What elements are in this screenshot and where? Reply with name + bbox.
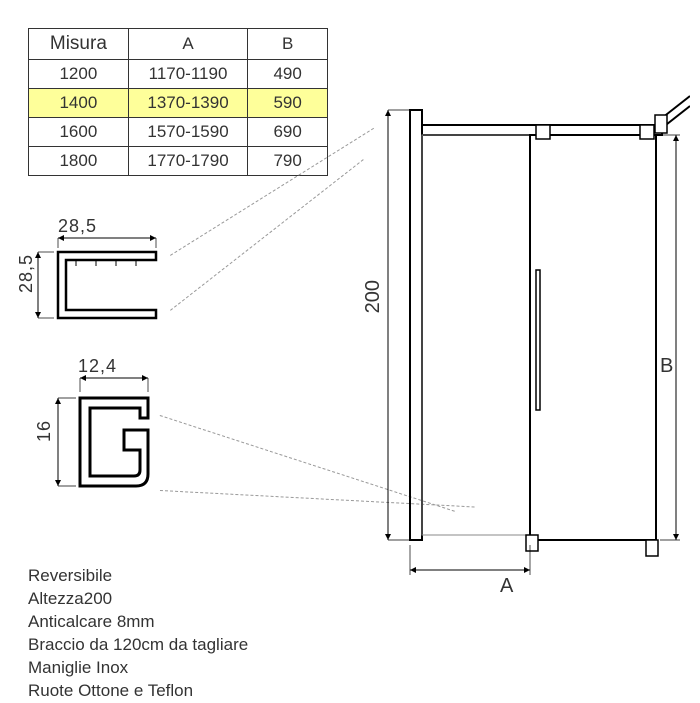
profile1-drawing xyxy=(28,230,168,330)
cell-misura: 1600 xyxy=(29,118,129,147)
spec-line: Ruote Ottone e Teflon xyxy=(28,680,248,703)
cell-a: 1170-1190 xyxy=(128,60,248,89)
specs-list: Reversibile Altezza200 Anticalcare 8mm B… xyxy=(28,565,248,703)
table-header-a: A xyxy=(128,29,248,60)
spec-line: Anticalcare 8mm xyxy=(28,611,248,634)
table: Misura A B 1200 1170-1190 490 1400 1370-… xyxy=(28,28,328,176)
cell-misura: 1200 xyxy=(29,60,129,89)
cell-b: 690 xyxy=(248,118,328,147)
cell-a: 1570-1590 xyxy=(128,118,248,147)
spec-line: Reversibile xyxy=(28,565,248,588)
table-row-highlight: 1400 1370-1390 590 xyxy=(29,89,328,118)
cell-b: 590 xyxy=(248,89,328,118)
cell-misura: 1400 xyxy=(29,89,129,118)
table-row: 1200 1170-1190 490 xyxy=(29,60,328,89)
door-drawing xyxy=(380,70,680,590)
cell-b: 490 xyxy=(248,60,328,89)
spec-line: Braccio da 120cm da tagliare xyxy=(28,634,248,657)
spec-line: Altezza200 xyxy=(28,588,248,611)
cell-b: 790 xyxy=(248,147,328,176)
table-row: 1600 1570-1590 690 xyxy=(29,118,328,147)
cell-misura: 1800 xyxy=(29,147,129,176)
table-header-b: B xyxy=(248,29,328,60)
table-row: 1800 1770-1790 790 xyxy=(29,147,328,176)
dimension-table: Misura A B 1200 1170-1190 490 1400 1370-… xyxy=(28,28,328,176)
table-header-misura: Misura xyxy=(29,29,129,60)
spec-line: Maniglie Inox xyxy=(28,657,248,680)
cell-a: 1370-1390 xyxy=(128,89,248,118)
profile2-drawing xyxy=(40,370,160,505)
guide-line xyxy=(170,159,364,311)
cell-a: 1770-1790 xyxy=(128,147,248,176)
table-header-row: Misura A B xyxy=(29,29,328,60)
